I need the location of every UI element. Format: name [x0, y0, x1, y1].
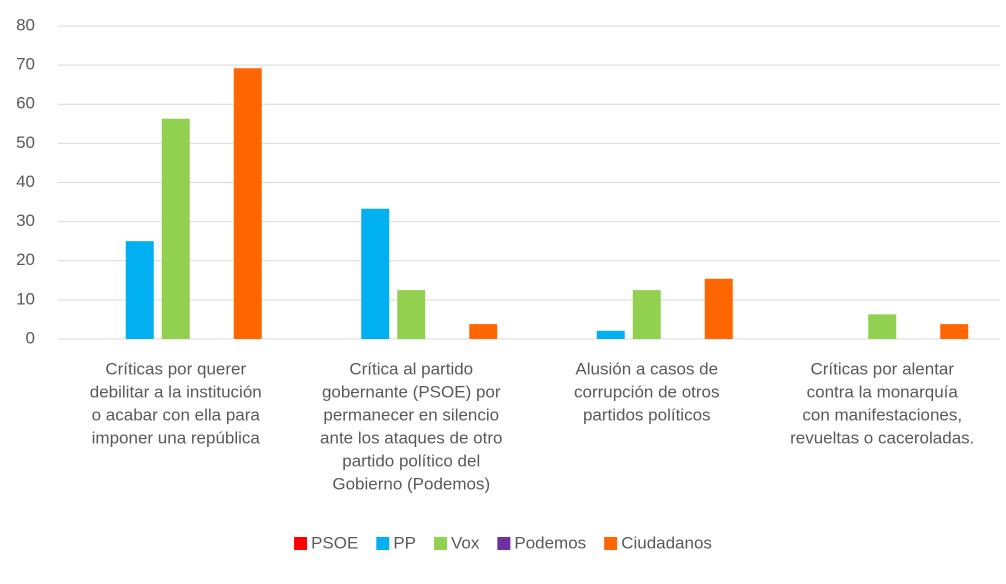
y-tick-label: 20 [16, 250, 35, 269]
x-tick-label: debilitar a la institución [90, 382, 262, 401]
x-tick-label: o acabar con ella para [92, 405, 261, 424]
y-tick-label: 40 [16, 172, 35, 191]
x-tick-label: Críticas por alentar [810, 359, 954, 378]
legend-swatch [497, 537, 511, 550]
y-tick-label: 60 [16, 94, 35, 113]
bar [632, 290, 661, 339]
bar [361, 208, 390, 339]
legend-label: Vox [451, 533, 480, 552]
x-tick-label: partido político del [342, 451, 480, 470]
bar [469, 324, 498, 339]
legend-swatch [434, 537, 447, 550]
x-tick-label: partidos políticos [583, 405, 711, 424]
bar [868, 314, 897, 339]
x-tick-label: ante los ataques de otro [320, 428, 502, 447]
x-tick-label: Alusión a casos de [575, 359, 718, 378]
bar [704, 278, 733, 339]
bar [397, 290, 426, 339]
x-tick-label: permanecer en silencio [323, 405, 499, 424]
x-tick-label: Gobierno (Podemos) [332, 474, 490, 493]
legend-label: PSOE [311, 533, 358, 552]
x-tick-label: Críticas por querer [105, 359, 246, 378]
x-tick-label: contra la monarquía [807, 382, 959, 401]
x-tick-label: con manifestaciones, [802, 405, 962, 424]
legend-label: Ciudadanos [621, 533, 712, 552]
y-tick-label: 50 [16, 133, 35, 152]
legend-label: PP [393, 533, 416, 552]
legend: PSOE PP Vox Podemos Ciudadanos [294, 533, 712, 552]
bar [125, 241, 154, 339]
bar [940, 324, 969, 339]
bar [161, 118, 190, 339]
x-tick-label: revueltas o caceroladas. [790, 428, 974, 447]
x-tick-label: corrupción de otros [574, 382, 720, 401]
legend-swatch [376, 537, 390, 550]
y-tick-label: 70 [16, 55, 35, 74]
legend-swatch [604, 537, 618, 550]
y-tick-label: 30 [16, 211, 35, 230]
bar [596, 330, 625, 339]
bar [233, 68, 262, 339]
x-tick-label: Crítica al partido [349, 359, 473, 378]
x-tick-label: gobernante (PSOE) por [322, 382, 501, 401]
y-tick-label: 10 [16, 289, 35, 308]
legend-label: Podemos [514, 533, 586, 552]
legend-swatch [294, 537, 308, 550]
y-tick-label: 80 [16, 15, 35, 34]
y-tick-label: 0 [26, 328, 35, 347]
x-tick-label: imponer una república [92, 428, 261, 447]
